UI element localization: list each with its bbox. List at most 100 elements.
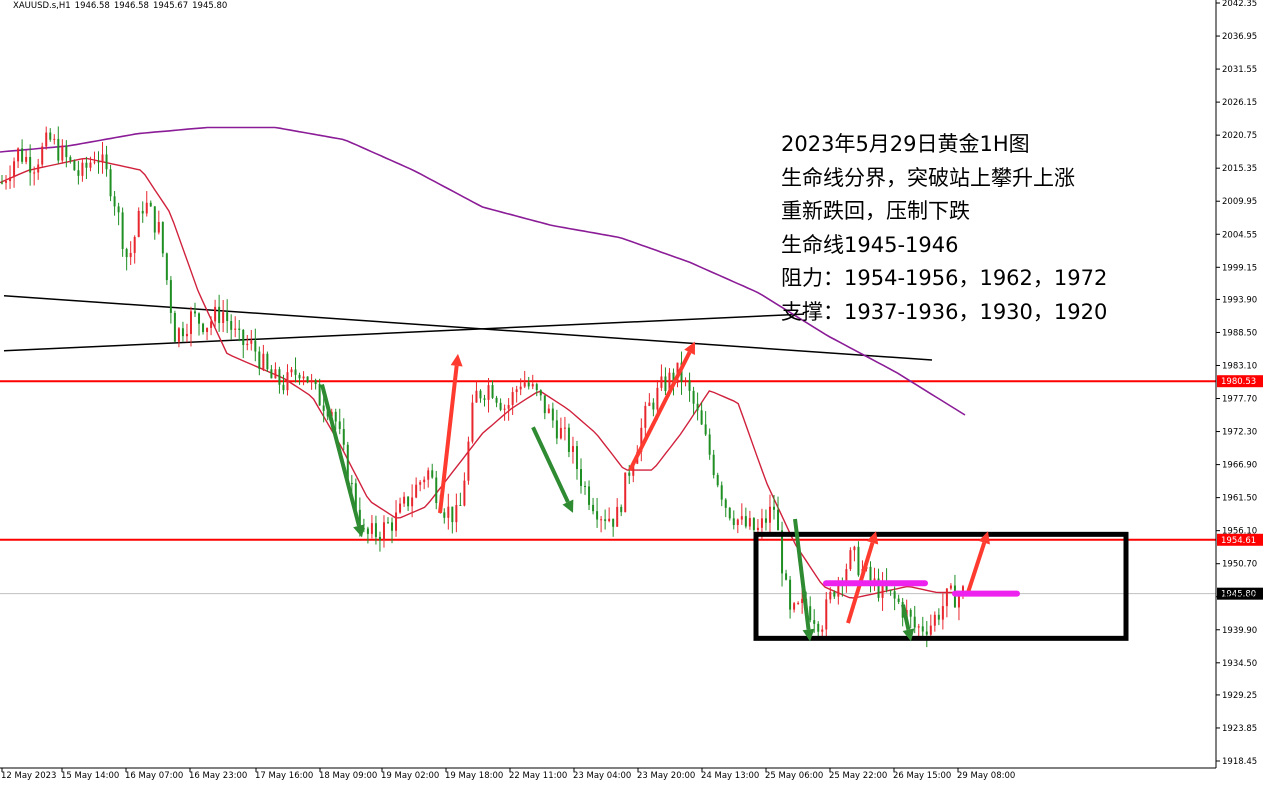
ohlc-high: 1946.58 bbox=[113, 1, 149, 11]
candle-body bbox=[294, 369, 297, 375]
y-tick-label: 1993.90 bbox=[1222, 295, 1257, 305]
candle-body bbox=[612, 518, 615, 527]
candle-body bbox=[756, 527, 759, 531]
candle-body bbox=[668, 372, 671, 392]
candle-body bbox=[555, 420, 558, 439]
trendline bbox=[3, 313, 805, 352]
y-tick-label: 1945.30 bbox=[1222, 593, 1257, 603]
ma-slow-line bbox=[0, 126, 966, 416]
trend-arrow-shaft bbox=[966, 542, 987, 594]
candle-body bbox=[793, 603, 796, 610]
candle-body bbox=[202, 323, 205, 333]
candle-body bbox=[781, 530, 784, 574]
candle-body bbox=[937, 614, 940, 620]
y-tick-label: 1934.50 bbox=[1222, 659, 1257, 669]
candle-body bbox=[25, 156, 28, 162]
candle-body bbox=[1, 182, 3, 184]
candle-body bbox=[455, 504, 458, 523]
candle-body bbox=[250, 340, 253, 344]
candle-body bbox=[881, 580, 884, 598]
candle-body bbox=[817, 623, 820, 632]
candle-body bbox=[395, 512, 398, 531]
trend-arrow-head bbox=[562, 499, 574, 513]
y-tick-label: 1950.70 bbox=[1222, 560, 1257, 570]
candle-body bbox=[93, 161, 96, 163]
candle-body bbox=[929, 625, 932, 635]
x-tick-label: 12 May 2023 bbox=[1, 771, 56, 781]
candle-body bbox=[925, 631, 928, 635]
candle-body bbox=[41, 146, 44, 165]
trend-arrow-shaft bbox=[438, 365, 459, 514]
annotation-text: 2023年5月29日黄金1H图 生命线分界，突破站上攀升上涨 重新跌回，压制下跌… bbox=[781, 128, 1107, 329]
x-tick-label: 26 May 15:00 bbox=[893, 771, 951, 781]
x-tick-label: 17 May 16:00 bbox=[255, 771, 313, 781]
candle-body bbox=[764, 518, 767, 523]
x-tick-label: 16 May 23:00 bbox=[189, 771, 247, 781]
candle-body bbox=[85, 162, 88, 168]
candle-body bbox=[567, 427, 570, 452]
candle-body bbox=[53, 138, 56, 140]
candle-body bbox=[161, 221, 164, 254]
candle-body bbox=[242, 329, 245, 346]
candle-body bbox=[194, 311, 196, 314]
candle-body bbox=[322, 405, 325, 411]
candle-body bbox=[177, 328, 180, 342]
candle-body bbox=[961, 586, 964, 595]
candle-body bbox=[744, 516, 747, 527]
candle-body bbox=[358, 509, 361, 529]
candle-body bbox=[543, 395, 546, 414]
candle-body bbox=[752, 518, 755, 531]
candle-body bbox=[97, 161, 100, 163]
candle-body bbox=[105, 154, 108, 170]
ma-fast-line bbox=[0, 157, 965, 599]
candle-body bbox=[527, 382, 530, 387]
candle-body bbox=[165, 253, 168, 281]
y-tick-label: 1918.45 bbox=[1222, 757, 1257, 767]
candle-body bbox=[957, 594, 960, 608]
candle-body bbox=[427, 470, 430, 480]
candle-body bbox=[141, 210, 144, 214]
candle-body bbox=[768, 506, 771, 523]
candle-body bbox=[588, 486, 591, 505]
candle-body bbox=[443, 512, 446, 518]
candle-body bbox=[785, 573, 788, 580]
candle-body bbox=[672, 372, 675, 383]
candle-body bbox=[346, 444, 349, 483]
candle-body bbox=[620, 506, 623, 513]
candle-body bbox=[69, 157, 72, 161]
candle-body bbox=[290, 369, 293, 373]
candle-body bbox=[547, 408, 550, 414]
y-tick-label: 2009.95 bbox=[1222, 197, 1257, 207]
candle-body bbox=[374, 523, 377, 537]
candle-body bbox=[121, 212, 124, 249]
candle-body bbox=[282, 384, 285, 391]
candle-body bbox=[716, 475, 719, 486]
candle-body bbox=[563, 427, 566, 429]
current-price-tag bbox=[1217, 587, 1263, 600]
y-tick-label: 1988.50 bbox=[1222, 328, 1257, 338]
y-tick-label: 2004.55 bbox=[1222, 230, 1257, 240]
candle-body bbox=[234, 328, 237, 330]
candle-body bbox=[483, 398, 486, 400]
candle-body bbox=[258, 351, 261, 369]
candle-body bbox=[913, 616, 916, 628]
candle-body bbox=[451, 506, 454, 523]
candle-body bbox=[732, 518, 735, 526]
candle-body bbox=[877, 578, 880, 598]
candle-body bbox=[73, 160, 76, 171]
candle-body bbox=[592, 504, 595, 512]
annotation-line: 2023年5月29日黄金1H图 bbox=[781, 132, 1030, 156]
candle-body bbox=[945, 588, 948, 607]
candle-body bbox=[310, 380, 313, 383]
candle-body bbox=[37, 164, 40, 173]
x-tick-label: 16 May 07:00 bbox=[125, 771, 183, 781]
x-tick-label: 23 May 20:00 bbox=[637, 771, 695, 781]
y-tick-label: 2020.75 bbox=[1222, 131, 1257, 141]
level-price-tag bbox=[1217, 375, 1263, 388]
trend-arrow-head bbox=[684, 341, 695, 356]
candle-body bbox=[917, 626, 920, 628]
candle-body bbox=[475, 390, 478, 403]
candle-body bbox=[21, 148, 24, 162]
